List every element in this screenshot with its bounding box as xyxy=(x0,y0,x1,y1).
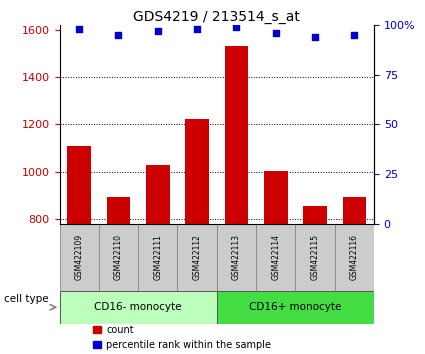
Bar xyxy=(99,224,138,291)
Bar xyxy=(224,46,248,224)
Text: GSM422113: GSM422113 xyxy=(232,234,241,280)
Text: GSM422115: GSM422115 xyxy=(311,234,320,280)
Point xyxy=(312,34,318,40)
Bar xyxy=(303,206,327,224)
Text: GSM422109: GSM422109 xyxy=(75,234,84,280)
Bar xyxy=(60,291,217,324)
Bar xyxy=(146,165,170,224)
Text: CD16- monocyte: CD16- monocyte xyxy=(94,302,182,312)
Text: cell type: cell type xyxy=(4,294,49,304)
Bar xyxy=(185,119,209,224)
Bar xyxy=(178,224,217,291)
Bar xyxy=(343,197,366,224)
Bar xyxy=(295,224,335,291)
Point xyxy=(76,26,82,32)
Point xyxy=(233,24,240,30)
Title: GDS4219 / 213514_s_at: GDS4219 / 213514_s_at xyxy=(133,10,300,24)
Text: GSM422112: GSM422112 xyxy=(193,234,201,280)
Point xyxy=(115,32,122,38)
Point xyxy=(351,32,358,38)
Bar xyxy=(335,224,374,291)
Bar xyxy=(264,171,287,224)
Bar xyxy=(138,224,178,291)
Bar xyxy=(60,224,99,291)
Text: GSM422110: GSM422110 xyxy=(114,234,123,280)
Point xyxy=(272,30,279,36)
Legend: count, percentile rank within the sample: count, percentile rank within the sample xyxy=(90,321,275,354)
Bar xyxy=(256,224,295,291)
Point xyxy=(194,26,201,32)
Text: GSM422111: GSM422111 xyxy=(153,234,162,280)
Text: GSM422114: GSM422114 xyxy=(271,234,280,280)
Point xyxy=(154,28,161,34)
Bar xyxy=(67,146,91,224)
Text: GSM422116: GSM422116 xyxy=(350,234,359,280)
Bar xyxy=(107,197,130,224)
Bar xyxy=(217,291,374,324)
Bar xyxy=(217,224,256,291)
Text: CD16+ monocyte: CD16+ monocyte xyxy=(249,302,342,312)
